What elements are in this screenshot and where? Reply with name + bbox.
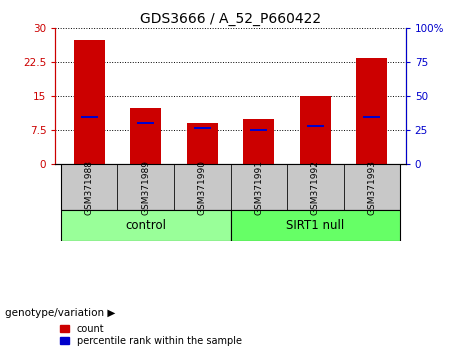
Bar [187, 124, 218, 164]
Bar [61, 164, 118, 210]
Text: GSM371993: GSM371993 [367, 160, 376, 215]
Bar [307, 125, 324, 127]
Title: GDS3666 / A_52_P660422: GDS3666 / A_52_P660422 [140, 12, 321, 26]
Bar [363, 116, 380, 118]
Text: GSM371990: GSM371990 [198, 160, 207, 215]
Bar [230, 210, 400, 241]
Bar [243, 119, 274, 164]
Bar [194, 126, 211, 129]
Bar [118, 164, 174, 210]
Bar [287, 164, 343, 210]
Text: GSM371991: GSM371991 [254, 160, 263, 215]
Text: GSM371988: GSM371988 [85, 160, 94, 215]
Bar [250, 129, 267, 131]
Bar [61, 210, 230, 241]
Bar [137, 122, 154, 125]
Bar [74, 40, 105, 164]
Text: GSM371989: GSM371989 [141, 160, 150, 215]
Bar [61, 164, 400, 210]
Bar [356, 58, 387, 164]
Text: genotype/variation ▶: genotype/variation ▶ [5, 308, 115, 318]
Text: SIRT1 null: SIRT1 null [286, 219, 344, 232]
Text: control: control [125, 219, 166, 232]
Bar [130, 108, 161, 164]
Legend: count, percentile rank within the sample: count, percentile rank within the sample [60, 324, 242, 346]
Bar [230, 164, 287, 210]
Bar [343, 164, 400, 210]
Bar [300, 96, 331, 164]
Bar [81, 116, 98, 118]
Text: GSM371992: GSM371992 [311, 160, 320, 215]
Bar [174, 164, 230, 210]
